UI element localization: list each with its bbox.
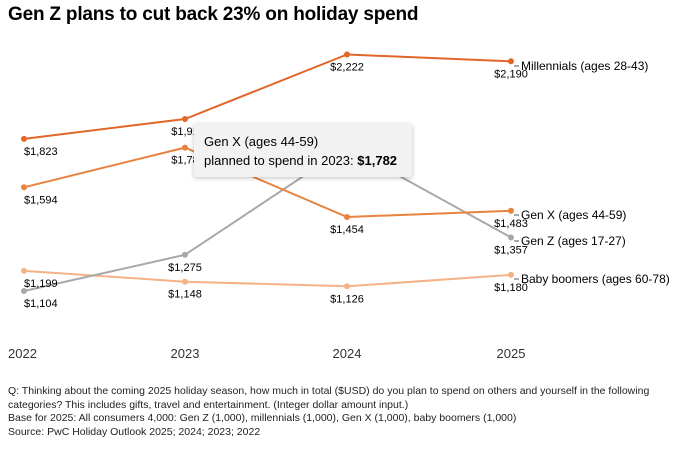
baby-boomers-line bbox=[23, 269, 512, 288]
x-tick-2023: 2023 bbox=[171, 346, 200, 361]
tooltip-label: planned to spend in 2023: bbox=[204, 153, 354, 168]
baby-boomers-point-2024 bbox=[344, 283, 350, 290]
chart-title: Gen Z plans to cut back 23% on holiday s… bbox=[8, 4, 419, 25]
millennials-label-2023: $1,91 bbox=[171, 126, 199, 138]
millennials-line bbox=[23, 53, 512, 140]
gen-z-label-2023: $1,275 bbox=[168, 262, 202, 274]
millennials-point-2024 bbox=[344, 51, 350, 58]
survey-base: Base for 2025: All consumers 4,000: Gen … bbox=[8, 412, 517, 424]
gen-z-point-2022 bbox=[21, 288, 27, 294]
line-chart: $1,823 $1,91 $2,222 $2,190 $1,594 $1,78 $1,454… bbox=[8, 51, 670, 361]
gen-x-point-2023 bbox=[182, 144, 188, 151]
gen-x-label-2025: $1,483 bbox=[494, 218, 528, 230]
gen-x-point-2024 bbox=[344, 214, 350, 220]
tooltip: Gen X (ages 44-59) planned to spend in 2… bbox=[194, 124, 412, 177]
footnotes: Q: Thinking about the coming 2025 holida… bbox=[8, 385, 672, 439]
x-tick-2022: 2022 bbox=[8, 346, 37, 361]
millennials-point-2025 bbox=[508, 58, 514, 65]
gen-z-point-2025 bbox=[508, 234, 514, 241]
x-tick-2024: 2024 bbox=[333, 346, 362, 361]
x-tick-2025: 2025 bbox=[497, 346, 526, 361]
gen-x-line bbox=[23, 146, 512, 219]
millennials-point-2022 bbox=[21, 135, 27, 142]
millennials-label-2022: $1,823 bbox=[24, 146, 58, 158]
tooltip-text: planned to spend in 2023: $1,782 bbox=[204, 151, 402, 170]
gen-x-label-2022: $1,594 bbox=[24, 194, 58, 206]
gen-x-legend: Gen X (ages 44-59) bbox=[521, 208, 626, 222]
gen-x-label-2023: $1,78 bbox=[171, 155, 199, 167]
baby-boomers-label-2024: $1,126 bbox=[330, 293, 364, 305]
source-note: Source: PwC Holiday Outlook 2025; 2024; … bbox=[8, 425, 261, 438]
gen-x-point-2025 bbox=[508, 207, 514, 214]
baby-boomers-label-2023: $1,148 bbox=[168, 289, 202, 301]
millennials-point-2023 bbox=[182, 116, 188, 122]
gen-z-line bbox=[23, 146, 512, 292]
tooltip-value: $1,782 bbox=[357, 153, 398, 168]
gen-z-legend: Gen Z (ages 17-27) bbox=[521, 234, 626, 248]
millennials-label-2025: $2,190 bbox=[494, 68, 528, 80]
gen-x-point-2022 bbox=[21, 184, 27, 191]
baby-boomers-point-2025 bbox=[508, 271, 514, 278]
gen-z-label-2025: $1,357 bbox=[494, 245, 528, 257]
baby-boomers-label-2022: $1,199 bbox=[24, 278, 58, 290]
baby-boomers-point-2022 bbox=[21, 267, 27, 274]
millennials-legend: Millennials (ages 28-43) bbox=[521, 59, 648, 73]
gen-x-label-2024: $1,454 bbox=[330, 224, 364, 236]
gen-z-label-2022: $1,104 bbox=[24, 298, 58, 310]
millennials-label-2024: $2,222 bbox=[330, 62, 364, 74]
baby-boomers-label-2025: $1,180 bbox=[494, 282, 528, 294]
gen-z-point-2023 bbox=[182, 251, 188, 258]
baby-boomers-legend: Baby boomers (ages 60-78) bbox=[521, 272, 670, 286]
baby-boomers-point-2023 bbox=[182, 278, 188, 285]
tooltip-series: Gen X (ages 44-59) bbox=[204, 134, 319, 149]
survey-question: Q: Thinking about the coming 2025 holida… bbox=[8, 385, 650, 411]
